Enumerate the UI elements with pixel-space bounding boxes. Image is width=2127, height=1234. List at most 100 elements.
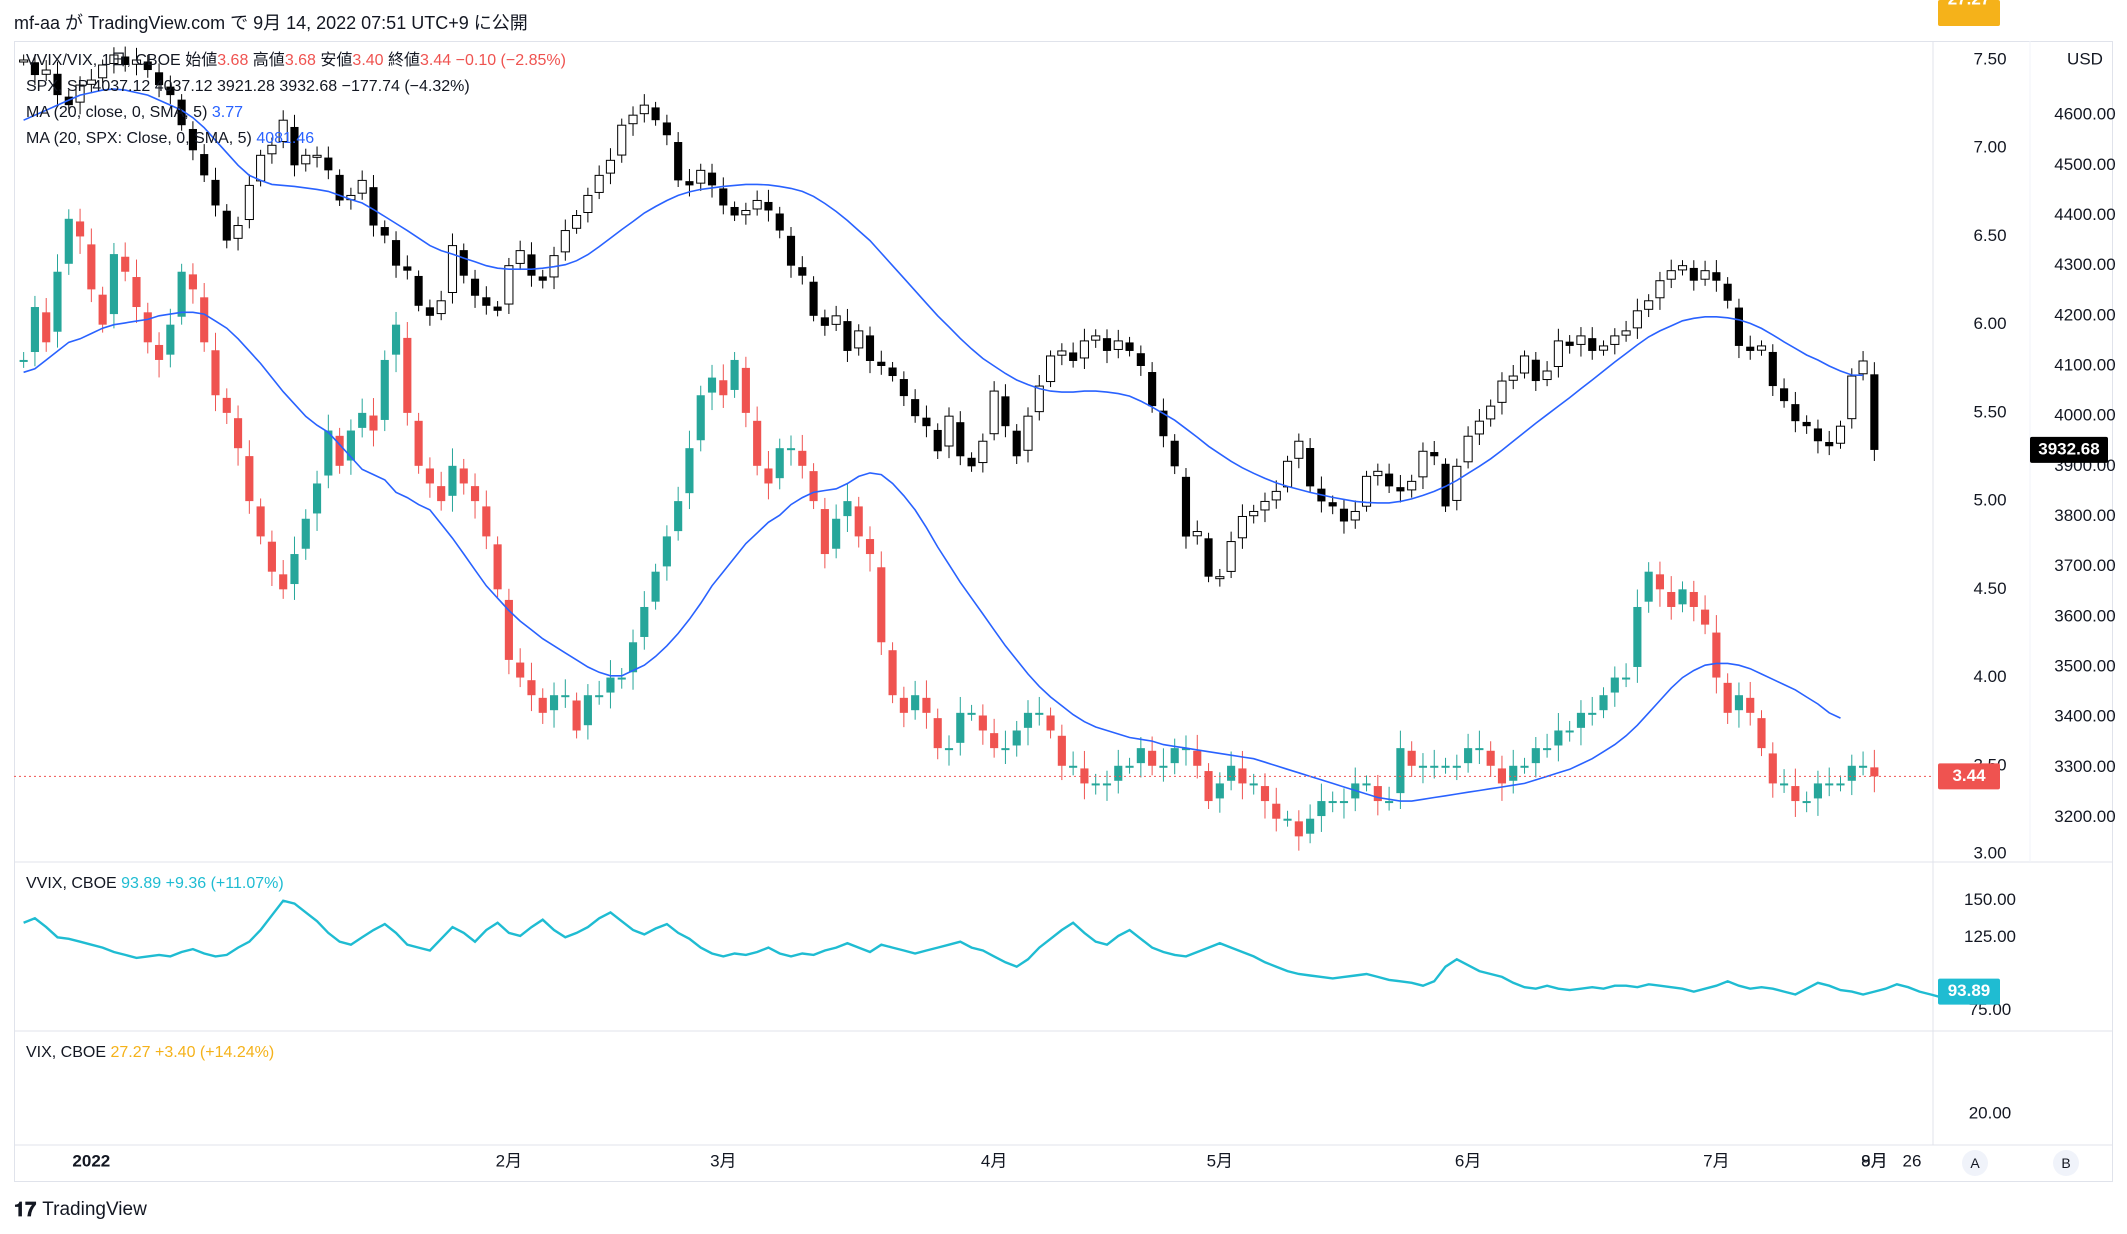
legend-low-label: 安値 <box>320 52 353 69</box>
spx-candle-body <box>1271 490 1281 501</box>
ratio-candle-body <box>899 697 908 713</box>
log-scale-button[interactable]: B <box>2053 1150 2079 1176</box>
vix-last-badge-bg <box>1938 0 2000 26</box>
spx-candle-body <box>696 169 706 184</box>
ratio-candle-body <box>538 697 547 713</box>
legend-ma2-value: 4081.46 <box>256 130 315 147</box>
ratio-candle-body <box>1114 765 1123 781</box>
ratio-candle-body <box>1328 801 1337 804</box>
spx-candle-body <box>211 179 220 206</box>
spx-candle-body <box>594 174 604 193</box>
ratio-candle-body <box>121 256 130 272</box>
ratio-candle-body <box>1204 771 1213 802</box>
spx-candle-body <box>1396 487 1405 492</box>
ratio-candle-body <box>87 244 96 290</box>
ratio-candle-body <box>854 506 863 537</box>
spx-candle-body <box>628 114 638 125</box>
ratio-candle-body <box>425 468 434 484</box>
ratio-candle-body <box>312 483 322 514</box>
spx-candle-body <box>605 159 616 174</box>
legend-vix-change: +3.40 (+14.24%) <box>154 1044 275 1061</box>
auto-scale-button[interactable]: A <box>1962 1150 1988 1176</box>
spx-candle-body <box>493 306 502 311</box>
ratio-candle-body <box>76 221 85 237</box>
legend-low: 3.40 <box>352 52 384 69</box>
ratio-candle-body <box>741 367 750 413</box>
spx-candle-body <box>1666 270 1676 280</box>
spx-candle-body <box>121 56 130 66</box>
spx-candle-body <box>312 154 322 158</box>
spx-candle-body <box>267 144 277 155</box>
ratio-candle-body <box>1622 677 1631 680</box>
ratio-candle-body <box>1486 750 1495 766</box>
ratio-candle-body <box>1227 765 1236 781</box>
spx-candle-body <box>200 154 209 176</box>
ratio-candle-body <box>19 359 28 362</box>
ratio-candle-body <box>583 695 592 726</box>
spx-candle-body <box>1723 283 1732 301</box>
legend-main-symbol: VVIX/VIX, 1日, CBOE <box>26 52 181 69</box>
spx-candle-body <box>1598 345 1609 351</box>
ratio-candle-body <box>865 539 875 555</box>
legend-spx-low: 3921.28 <box>217 78 275 95</box>
tradingview-logo-icon: 𝟏𝟕 <box>14 1199 37 1221</box>
ratio-candle-body <box>459 468 468 484</box>
spx-candle-body <box>403 266 412 271</box>
spx-candle-body <box>560 230 570 253</box>
ratio-candle-body <box>516 662 525 678</box>
chart-frame <box>14 41 2113 1182</box>
spx-candle-body <box>1610 335 1620 345</box>
ratio-candle-body <box>1791 786 1800 802</box>
ratio-candle-body <box>1847 765 1856 781</box>
spx-candle-body <box>865 335 875 361</box>
ratio-tick-label: 5.00 <box>1973 491 2006 510</box>
ratio-candle-body <box>279 574 288 590</box>
ratio-candle-body <box>1215 783 1224 799</box>
ratio-candle-body <box>888 650 897 696</box>
spx-candle-body <box>843 321 852 351</box>
spx-candle-body <box>1418 450 1428 478</box>
spx-candle-body <box>1001 396 1010 427</box>
footer-brand-text: TradingView <box>42 1199 147 1220</box>
spx-candle-body <box>41 69 51 75</box>
ratio-candle-body <box>685 448 694 494</box>
vvix-last-badge: 93.89 <box>1948 981 1991 1000</box>
ratio-candle-body <box>166 324 175 355</box>
vix-tick-label: 20.00 <box>1969 1103 2012 1122</box>
spx-candle-body <box>1746 346 1755 351</box>
time-tick-label: 4月 <box>981 1151 1007 1170</box>
spx-candle-body <box>19 59 29 63</box>
spx-last-badge-bg <box>2030 436 2108 463</box>
spx-candle-body <box>1407 480 1417 491</box>
legend-spx-close: 3932.68 <box>279 78 338 95</box>
spx-candle-body <box>1170 440 1179 467</box>
legend-spx-change: −177.74 (−4.32%) <box>341 78 470 95</box>
spx-candle-body <box>617 124 627 156</box>
ratio-candle-body <box>1655 574 1665 590</box>
ratio-tick-label: 7.00 <box>1973 138 2006 157</box>
ratio-candle-body <box>1565 730 1574 733</box>
spx-candle-body <box>1339 508 1349 522</box>
ratio-candle-body <box>358 412 367 428</box>
legend-ma1-value: 3.77 <box>211 104 243 121</box>
ratio-candle-body <box>978 715 987 731</box>
ratio-candle-body <box>1012 730 1021 746</box>
ratio-candle-body <box>1396 748 1405 794</box>
spx-candle-body <box>1756 345 1767 351</box>
ratio-candle-body <box>572 700 581 731</box>
spx-candle-body <box>414 275 423 306</box>
ratio-candle-body <box>662 536 671 567</box>
spx-candle-body <box>1791 404 1800 422</box>
spx-candle-body <box>1802 421 1811 427</box>
time-tick-label: 9月 <box>1861 1151 1887 1170</box>
ratio-candle-body <box>922 697 931 713</box>
spx-candle-body <box>1046 355 1056 383</box>
ratio-candle-body <box>1497 768 1507 784</box>
ratio-candle-body <box>1249 783 1258 786</box>
spx-candle-body <box>1508 375 1518 381</box>
ratio-candle-body <box>1678 589 1687 605</box>
ratio-candle-body <box>1193 750 1202 766</box>
ratio-candle-body <box>482 506 491 537</box>
spx-candle-body <box>538 276 547 281</box>
